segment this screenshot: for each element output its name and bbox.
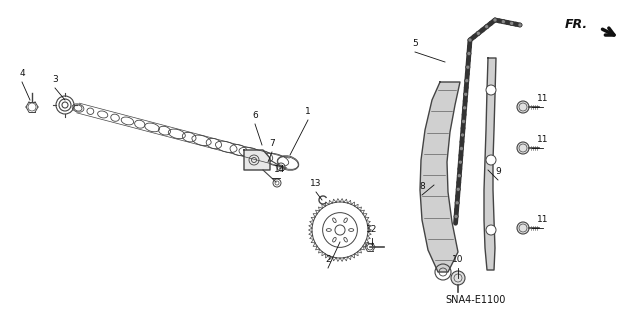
Text: 1: 1	[305, 107, 311, 116]
Circle shape	[456, 187, 460, 191]
Circle shape	[517, 142, 529, 154]
Text: 8: 8	[419, 182, 425, 191]
Circle shape	[468, 38, 472, 42]
Polygon shape	[244, 150, 270, 170]
Circle shape	[501, 20, 506, 24]
Circle shape	[467, 52, 471, 56]
Text: 6: 6	[252, 111, 258, 120]
Circle shape	[493, 18, 497, 22]
Circle shape	[451, 271, 465, 285]
Text: SNA4-E1100: SNA4-E1100	[446, 295, 506, 305]
Circle shape	[486, 85, 496, 95]
Text: 11: 11	[537, 215, 548, 224]
Text: 11: 11	[537, 135, 548, 144]
Circle shape	[486, 155, 496, 165]
Text: 3: 3	[52, 75, 58, 84]
Circle shape	[466, 65, 470, 69]
Text: 2: 2	[325, 255, 331, 264]
Circle shape	[484, 25, 489, 29]
Circle shape	[460, 146, 463, 151]
Circle shape	[461, 133, 465, 137]
Circle shape	[463, 106, 467, 110]
Circle shape	[461, 119, 465, 123]
Text: 7: 7	[269, 139, 275, 148]
Circle shape	[458, 174, 461, 178]
Circle shape	[464, 92, 468, 96]
Circle shape	[518, 23, 522, 27]
Polygon shape	[484, 58, 496, 270]
Text: 10: 10	[452, 255, 464, 264]
Text: 14: 14	[275, 165, 285, 174]
Text: 4: 4	[19, 69, 25, 78]
Circle shape	[455, 201, 459, 205]
Circle shape	[476, 31, 481, 35]
Circle shape	[509, 21, 514, 25]
Circle shape	[517, 101, 529, 113]
Polygon shape	[420, 82, 460, 272]
Text: 5: 5	[412, 39, 418, 48]
Circle shape	[517, 222, 529, 234]
Circle shape	[454, 214, 458, 219]
Circle shape	[486, 225, 496, 235]
Text: 13: 13	[310, 179, 322, 188]
Circle shape	[458, 160, 462, 164]
Text: FR.: FR.	[564, 19, 588, 32]
Text: 12: 12	[366, 225, 378, 234]
Circle shape	[465, 79, 468, 83]
Text: 9: 9	[495, 167, 501, 176]
Text: 11: 11	[537, 94, 548, 103]
